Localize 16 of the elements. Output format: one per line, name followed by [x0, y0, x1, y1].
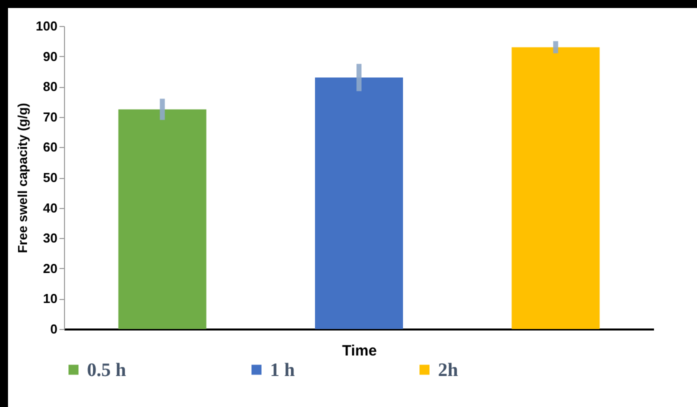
y-tick-label: 10 — [43, 291, 58, 306]
x-axis-title: Time — [342, 342, 377, 360]
y-tick-label: 90 — [43, 48, 58, 64]
y-tick-label: 0 — [50, 322, 58, 336]
y-tick-label: 60 — [43, 140, 58, 155]
y-tick-label: 40 — [43, 200, 58, 216]
y-tick-label: 100 — [36, 18, 58, 34]
y-tick-label: 30 — [43, 230, 58, 246]
legend-label: 2h — [438, 360, 458, 381]
legend-label: 1 h — [270, 360, 296, 381]
y-tick-label: 70 — [43, 109, 58, 124]
y-tick-label: 80 — [43, 79, 58, 94]
y-axis-title: Free swell capacity (g/g) — [14, 102, 30, 254]
legend-label: 0.5 h — [87, 360, 126, 381]
y-tick-label: 50 — [43, 170, 58, 185]
y-tick-label: 20 — [43, 260, 58, 276]
